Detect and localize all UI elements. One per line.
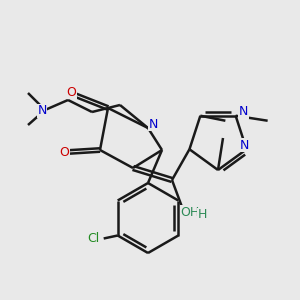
Text: OH: OH <box>180 206 200 218</box>
Text: N: N <box>240 139 249 152</box>
Text: N: N <box>148 118 158 130</box>
Text: O: O <box>59 146 69 158</box>
Text: N: N <box>37 104 47 118</box>
Text: H: H <box>197 208 207 221</box>
Text: Cl: Cl <box>88 232 100 245</box>
Text: O: O <box>66 85 76 98</box>
Text: N: N <box>239 105 248 118</box>
